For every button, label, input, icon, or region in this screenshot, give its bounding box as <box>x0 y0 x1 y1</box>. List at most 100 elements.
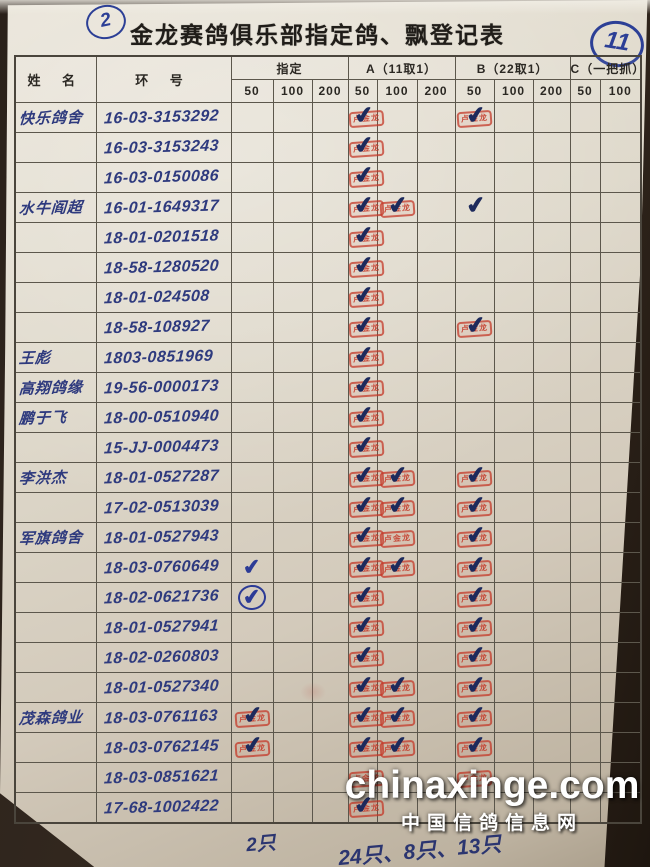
mark-cell-c100 <box>599 762 642 793</box>
mark-cell-c50 <box>569 432 601 463</box>
mark-cell-zd50 <box>230 762 274 793</box>
mark-cell-zd200 <box>311 162 349 193</box>
mark-cell-zd100 <box>272 582 313 613</box>
mark-cell-b100 <box>493 252 534 283</box>
mark-cell-a100 <box>376 102 418 133</box>
mark-cell-c100 <box>599 702 642 733</box>
handwritten-ring-number: 18-01-0527943 <box>103 526 220 548</box>
mark-cell-zd50 <box>230 642 274 673</box>
mark-cell-b50 <box>454 162 495 193</box>
mark-cell-zd100 <box>272 282 313 313</box>
mark-cell-b200 <box>532 462 571 493</box>
red-stamp: 卢金龙 <box>378 679 416 699</box>
red-stamp: 卢金龙 <box>378 469 416 489</box>
name-cell <box>14 132 97 163</box>
mark-cell-a50: 卢金龙 ✔ <box>347 370 385 403</box>
mark-cell-a100 <box>376 132 418 163</box>
mark-cell-a100 <box>376 762 418 793</box>
ring-cell: 19-56-0000173 <box>95 372 232 403</box>
name-cell: 王彪 <box>14 342 97 373</box>
handwritten-ring-number: 17-68-1002422 <box>103 796 220 818</box>
table-row: 18-03-0760649 ✔ 卢金龙 ✔ 卢金龙 ✔ 卢金龙 ✔ <box>14 550 642 583</box>
table-row: 18-01-024508 卢金龙 ✔ <box>14 280 642 313</box>
mark-cell-zd200 <box>311 342 349 373</box>
mark-cell-b100 <box>493 132 534 163</box>
mark-cell-a100 <box>376 402 418 433</box>
mark-cell-zd100 <box>272 702 313 733</box>
mark-cell-a100 <box>376 582 418 613</box>
mark-cell-zd50 <box>230 522 274 553</box>
mark-cell-c100 <box>599 102 642 133</box>
mark-cell-a100 <box>376 342 418 373</box>
mark-cell-b100 <box>493 552 534 583</box>
mark-cell-c50 <box>569 252 601 283</box>
name-cell <box>14 642 97 673</box>
table-row: 18-01-0527941 卢金龙 ✔ 卢金龙 ✔ <box>14 610 642 643</box>
ring-cell: 16-01-1649317 <box>95 192 232 223</box>
handwritten-ring-number: 18-01-024508 <box>103 287 210 307</box>
mark-cell-a100 <box>376 642 418 673</box>
mark-cell-a200 <box>416 192 456 223</box>
mark-cell-a200 <box>416 282 456 313</box>
mark-cell-b200 <box>532 432 571 463</box>
ring-cell: 17-68-1002422 <box>95 792 232 824</box>
mark-cell-a100 <box>376 282 418 313</box>
name-cell: 鹏于飞 <box>14 402 97 433</box>
mark-cell-b50: 卢金龙 ✔ <box>454 580 495 613</box>
ring-cell: 18-58-1280520 <box>95 252 232 283</box>
mark-cell-zd50 <box>230 192 274 223</box>
handwritten-ring-number: 18-01-0527340 <box>103 676 220 698</box>
mark-cell-a200 <box>416 222 456 253</box>
handwritten-ring-number: 18-02-0621736 <box>103 586 220 608</box>
mark-cell-zd200 <box>311 552 349 583</box>
mark-cell-a50: 卢金龙 ✔ <box>347 790 385 824</box>
mark-cell-c100 <box>599 582 642 613</box>
mark-cell-zd100 <box>272 372 313 403</box>
mark-cell-a200 <box>416 702 456 733</box>
handwritten-ring-number: 18-02-0260803 <box>103 646 220 668</box>
mark-cell-b50 <box>454 282 495 313</box>
mark-cell-zd50 <box>230 402 274 433</box>
table-row: 17-68-1002422 卢金龙 ✔ <box>14 790 642 824</box>
mark-cell-a50: 卢金龙 ✔ <box>347 520 385 553</box>
mark-cell-c100 <box>599 162 642 193</box>
subcol-c-50: 50 <box>569 79 601 103</box>
subcol-zd-100: 100 <box>272 79 313 103</box>
mark-cell-zd100 <box>272 342 313 373</box>
mark-cell-b50: 卢金龙 ✔ <box>454 100 495 133</box>
name-cell: 李洪杰 <box>14 462 97 493</box>
mark-cell-b200 <box>532 132 571 163</box>
mark-cell-zd100 <box>272 642 313 673</box>
mark-cell-b100 <box>493 792 534 824</box>
table-row: 高翔鸽缘 19-56-0000173 卢金龙 ✔ <box>14 370 642 403</box>
mark-cell-b50: 卢金龙 ✔ <box>454 610 495 643</box>
mark-cell-b50: 卢金龙 ✔ <box>454 640 495 673</box>
mark-cell-zd200 <box>311 372 349 403</box>
mark-cell-c50 <box>569 522 601 553</box>
mark-cell-b200 <box>532 282 571 313</box>
mark-cell-b50: 卢金龙 ✔ <box>454 670 495 703</box>
mark-cell-zd200 <box>311 732 349 763</box>
handwritten-ring-number: 18-01-0201518 <box>103 226 220 248</box>
mark-cell-c100 <box>599 672 642 703</box>
mark-cell-a200 <box>416 432 456 463</box>
red-stamp: 卢金龙 <box>456 529 493 549</box>
mark-cell-a100: 卢金龙 ✔ <box>376 190 418 223</box>
mark-cell-b50 <box>454 132 495 163</box>
mark-cell-a50: 卢金龙 ✔ <box>347 700 385 733</box>
mark-cell-b200 <box>532 312 571 343</box>
mark-cell-a50: 卢金龙 ✔ <box>347 490 385 523</box>
mark-cell-zd50 <box>230 162 274 193</box>
ring-cell: 18-01-0201518 <box>95 222 232 253</box>
mark-cell-b100 <box>493 462 534 493</box>
mark-cell-zd200 <box>311 462 349 493</box>
mark-cell-b100 <box>493 402 534 433</box>
mark-cell-c50 <box>569 612 601 643</box>
mark-cell-b50: 卢金龙 ✔ <box>454 730 495 763</box>
handwritten-ring-number: 1803-0851969 <box>103 347 214 367</box>
mark-cell-c50 <box>569 582 601 613</box>
name-cell <box>14 162 97 193</box>
ring-cell: 18-58-108927 <box>95 312 232 343</box>
ring-cell: 18-01-024508 <box>95 282 232 313</box>
handwritten-ring-number: 15-JJ-0004473 <box>103 436 220 458</box>
